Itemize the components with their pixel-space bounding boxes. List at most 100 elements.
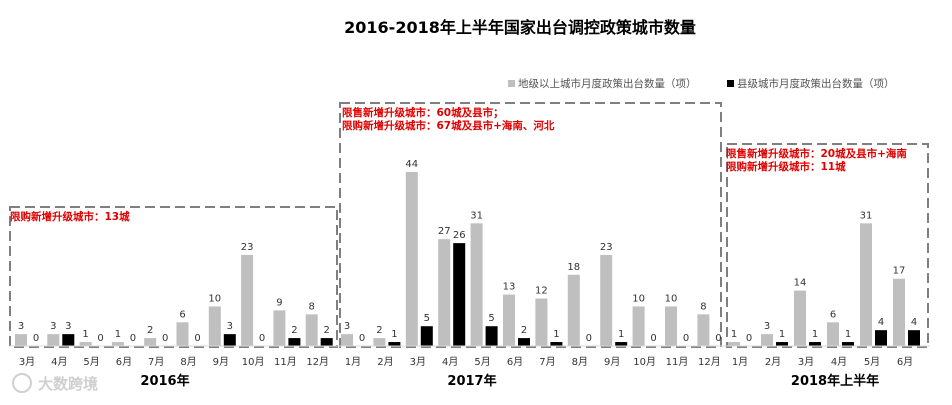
category-label: 5月 <box>864 356 880 368</box>
value-label-county: 4 <box>878 317 884 328</box>
category-label: 7月 <box>148 356 164 368</box>
watermark-logo-icon <box>12 373 32 393</box>
chart-title: 2016-2018年上半年国家出台调控政策城市数量 <box>344 18 696 37</box>
year-label: 2018年上半年 <box>791 373 879 389</box>
category-label: 7月 <box>539 356 555 368</box>
bar-prefecture <box>893 278 905 346</box>
bar-prefecture <box>438 239 451 346</box>
bar-county <box>550 342 563 346</box>
value-label-prefecture: 3 <box>764 321 770 332</box>
category-label: 6月 <box>897 356 913 368</box>
bar-county <box>842 342 854 346</box>
policy-note: 限购新增升级城市：11城 <box>726 160 846 173</box>
value-label-prefecture: 8 <box>700 301 706 312</box>
policy-notes: 限购新增升级城市：13城 限售新增升级城市：60城及县市；限购新增升级城市：67城… <box>10 106 907 223</box>
category-label: 4月 <box>831 356 847 368</box>
bar-prefecture <box>15 334 27 346</box>
value-label-county: 1 <box>812 329 818 340</box>
bar-prefecture <box>144 338 157 346</box>
value-label-prefecture: 3 <box>344 321 350 332</box>
category-label: 3月 <box>19 356 35 368</box>
legend: 地级以上城市月度政策出台数量（项） 县级城市月度政策出台数量（项） <box>508 77 895 90</box>
value-label-county: 2 <box>521 325 527 336</box>
value-label-county: 5 <box>488 313 494 324</box>
bar-prefecture <box>273 310 286 346</box>
bar-prefecture <box>827 322 839 346</box>
value-label-county: 0 <box>586 333 592 344</box>
bar-prefecture <box>208 306 221 346</box>
bar-prefecture <box>111 342 124 346</box>
bar-prefecture <box>47 334 60 346</box>
value-label-prefecture: 17 <box>893 266 906 277</box>
year-labels: 2016年 2017年 2018年上半年 <box>140 373 879 389</box>
bar-county <box>388 342 401 346</box>
watermark-text: 大数跨境 <box>38 375 98 393</box>
bar-prefecture <box>761 334 773 346</box>
bar-prefecture <box>176 322 189 346</box>
category-label: 10月 <box>633 356 656 368</box>
legend-label-county: 县级城市月度政策出台数量（项） <box>737 77 895 90</box>
bar-county <box>908 330 920 346</box>
bar-prefecture <box>470 223 483 346</box>
value-label-prefecture: 2 <box>376 325 382 336</box>
year-box <box>726 143 929 348</box>
legend-label-prefecture: 地级以上城市月度政策出台数量（项） <box>518 77 697 90</box>
bar-county <box>453 243 466 346</box>
bar-county <box>62 334 75 346</box>
bars <box>15 171 920 346</box>
value-label-prefecture: 6 <box>830 309 836 320</box>
bar-prefecture <box>79 342 92 346</box>
bar-county <box>320 338 333 346</box>
value-label-county: 0 <box>746 333 752 344</box>
category-label: 5月 <box>474 356 490 368</box>
category-label: 3月 <box>798 356 814 368</box>
value-label-county: 5 <box>424 313 430 324</box>
category-label: 12月 <box>698 356 721 368</box>
category-label: 8月 <box>180 356 196 368</box>
value-label-county: 0 <box>33 333 39 344</box>
bar-prefecture <box>535 298 548 346</box>
value-label-prefecture: 12 <box>535 286 548 297</box>
legend-swatch-prefecture <box>508 80 515 87</box>
value-label-county: 1 <box>845 329 851 340</box>
year-label: 2017年 <box>447 373 496 389</box>
value-label-prefecture: 14 <box>794 278 807 289</box>
category-label: 1月 <box>732 356 748 368</box>
policy-note: 限售新增升级城市：20城及县市+海南 <box>726 147 907 160</box>
year-label: 2016年 <box>140 373 189 389</box>
value-label-prefecture: 10 <box>665 293 678 304</box>
watermark: 大数跨境 <box>12 373 98 393</box>
value-label-prefecture: 3 <box>50 321 56 332</box>
value-label-county: 0 <box>359 333 365 344</box>
bar-county <box>223 334 236 346</box>
value-label-county: 2 <box>291 325 297 336</box>
value-label-prefecture: 23 <box>600 242 613 253</box>
value-label-county: 3 <box>65 321 71 332</box>
bar-prefecture <box>794 290 806 346</box>
bar-prefecture <box>860 223 872 346</box>
bar-prefecture <box>341 334 353 346</box>
value-label-county: 0 <box>259 333 265 344</box>
value-label-county: 0 <box>683 333 689 344</box>
value-label-prefecture: 1 <box>82 329 88 340</box>
value-label-county: 26 <box>453 230 466 241</box>
value-label-prefecture: 23 <box>241 242 254 253</box>
value-label-county: 3 <box>227 321 233 332</box>
value-label-prefecture: 27 <box>438 226 451 237</box>
legend-swatch-county <box>727 80 734 87</box>
bar-prefecture <box>305 314 318 346</box>
value-label-county: 0 <box>650 333 656 344</box>
category-label: 12月 <box>306 356 329 368</box>
policy-note: 限购新增升级城市：13城 <box>10 210 130 223</box>
bar-county <box>809 342 821 346</box>
policy-note: 限售新增升级城市：60城及县市； <box>342 106 504 119</box>
value-label-prefecture: 31 <box>470 210 483 221</box>
bar-prefecture <box>600 255 613 346</box>
bar-county <box>420 326 433 346</box>
value-label-county: 0 <box>715 333 721 344</box>
bar-county <box>485 326 498 346</box>
bar-prefecture <box>632 306 645 346</box>
category-label: 3月 <box>410 356 426 368</box>
category-label: 10月 <box>242 356 265 368</box>
